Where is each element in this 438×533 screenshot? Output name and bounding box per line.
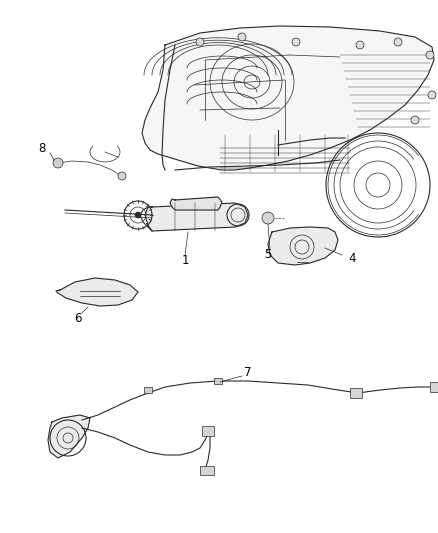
Polygon shape (170, 197, 222, 210)
Circle shape (394, 38, 402, 46)
Circle shape (292, 38, 300, 46)
Bar (144, 387, 152, 393)
Bar (202, 426, 214, 436)
Text: 8: 8 (38, 141, 46, 155)
Circle shape (135, 212, 141, 218)
Text: 7: 7 (244, 367, 252, 379)
Circle shape (428, 91, 436, 99)
Bar (200, 466, 214, 475)
Circle shape (262, 212, 274, 224)
Bar (430, 382, 438, 392)
Text: 6: 6 (74, 311, 82, 325)
Circle shape (356, 41, 364, 49)
Circle shape (411, 116, 419, 124)
Bar (350, 388, 362, 398)
Circle shape (426, 51, 434, 59)
Circle shape (196, 38, 204, 46)
Polygon shape (48, 415, 90, 458)
Polygon shape (56, 278, 138, 306)
Circle shape (53, 158, 63, 168)
Polygon shape (142, 26, 434, 170)
Bar (214, 378, 222, 384)
Circle shape (118, 172, 126, 180)
Text: 4: 4 (348, 252, 356, 264)
Text: 1: 1 (181, 254, 189, 266)
Polygon shape (145, 203, 248, 231)
Text: 5: 5 (264, 248, 272, 262)
Polygon shape (268, 227, 338, 265)
Circle shape (238, 33, 246, 41)
